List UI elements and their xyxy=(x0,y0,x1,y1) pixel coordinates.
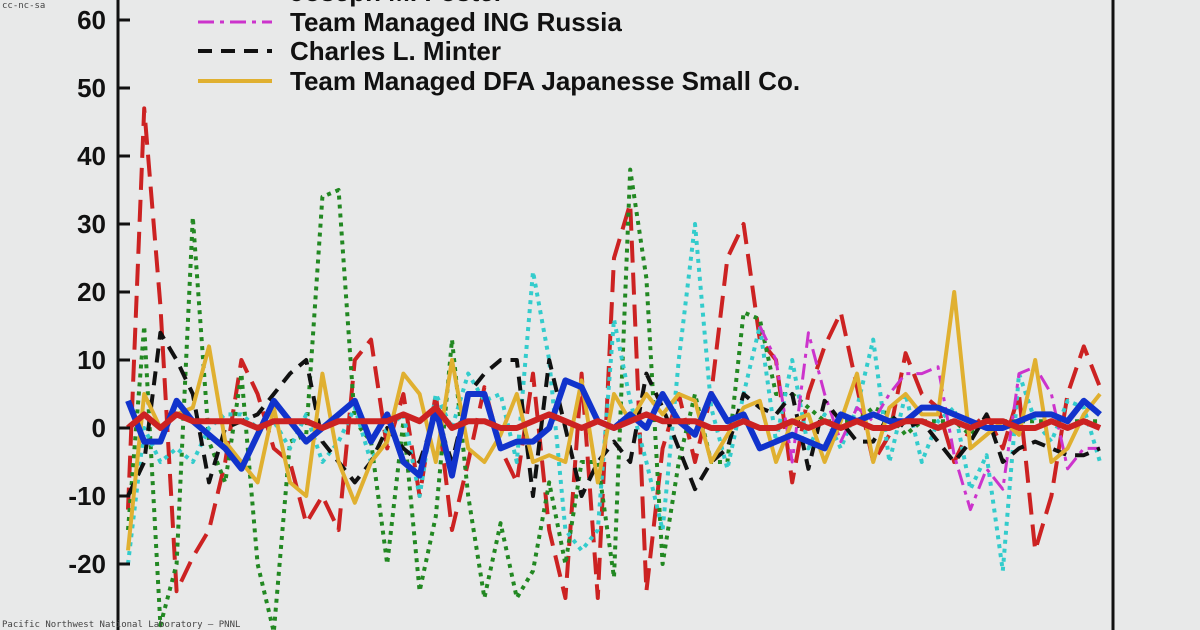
y-tick-label: 60 xyxy=(77,5,106,35)
y-tick-label: 30 xyxy=(77,209,106,239)
y-tick-label: -10 xyxy=(68,481,106,511)
series-line-2 xyxy=(126,222,1102,573)
watermark-bottom: Pacific Northwest National Laboratory – … xyxy=(2,620,240,630)
y-ticks: 60 50 40 30 20 10 0 -10 -20 xyxy=(68,5,130,579)
series-line-4 xyxy=(126,330,1101,498)
y-tick-label: 20 xyxy=(77,277,106,307)
series-line-7 xyxy=(126,404,1102,431)
y-tick-label: 50 xyxy=(77,73,106,103)
legend-label: Team Managed DFA Japanesse Small Co. xyxy=(290,66,800,96)
y-tick-label: -20 xyxy=(68,549,106,579)
y-tick-label: 10 xyxy=(77,345,106,375)
series-line-5 xyxy=(126,290,1102,551)
legend: Joseph M. FosterTeam Managed ING RussiaC… xyxy=(198,0,800,96)
legend-label: Charles L. Minter xyxy=(290,36,501,66)
series-line-3 xyxy=(758,325,1100,512)
y-tick-label: 40 xyxy=(77,141,106,171)
watermark-top: cc-nc-sa xyxy=(2,1,45,11)
legend-label: Team Managed ING Russia xyxy=(290,7,622,37)
y-tick-label: 0 xyxy=(92,413,106,443)
legend-label: Joseph M. Foster xyxy=(290,0,504,7)
series-layer xyxy=(125,106,1102,630)
